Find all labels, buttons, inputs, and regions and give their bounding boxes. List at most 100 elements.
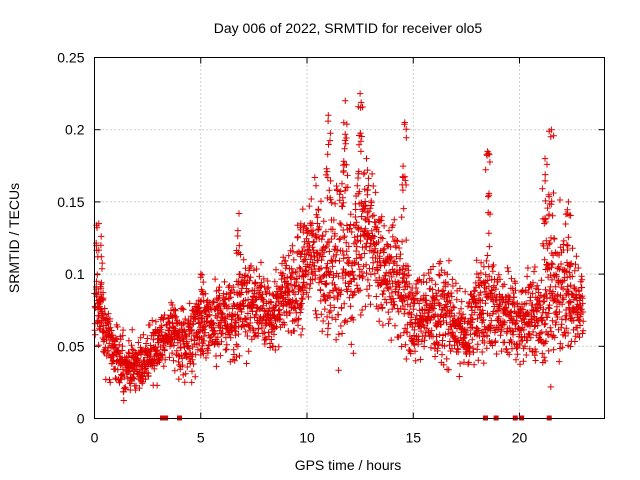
data-point (386, 283, 394, 291)
data-point (408, 311, 415, 318)
data-point (233, 353, 240, 361)
data-point (311, 174, 318, 181)
data-point (524, 337, 531, 344)
data-point (365, 292, 372, 300)
data-point (480, 333, 488, 340)
data-point (271, 325, 279, 332)
data-point (340, 251, 348, 259)
data-point (400, 174, 407, 181)
data-point (122, 385, 129, 393)
data-point (172, 307, 179, 314)
data-point (364, 209, 371, 216)
data-point (97, 323, 104, 330)
data-point (564, 274, 571, 281)
data-point (527, 334, 535, 341)
data-point (332, 316, 339, 323)
data-point (473, 270, 481, 278)
data-point (550, 189, 557, 197)
data-point (516, 341, 523, 349)
data-point (311, 253, 318, 261)
data-point (282, 257, 289, 264)
data-point (529, 328, 537, 336)
data-point (320, 218, 327, 225)
data-point (576, 322, 584, 329)
data-point (485, 190, 493, 197)
data-point (468, 319, 476, 326)
data-point (200, 278, 207, 286)
data-point (303, 281, 311, 288)
data-point (548, 201, 555, 208)
data-point (540, 306, 547, 313)
data-point (397, 250, 404, 258)
data-point (296, 264, 303, 271)
data-point (309, 259, 316, 266)
data-point (302, 256, 309, 263)
data-point (520, 358, 527, 365)
data-point (117, 336, 124, 343)
data-point (332, 243, 339, 250)
data-point (330, 216, 337, 224)
data-point (129, 374, 137, 381)
data-point (182, 370, 189, 377)
data-point (490, 282, 498, 289)
data-point (116, 341, 123, 348)
data-point (342, 131, 349, 138)
data-point (120, 385, 128, 392)
data-point (462, 288, 469, 295)
data-point (297, 301, 304, 309)
data-point (529, 290, 536, 297)
data-point (438, 266, 445, 274)
data-point (332, 285, 339, 292)
data-point (251, 290, 258, 297)
data-point (367, 271, 375, 278)
y-tick-label: 0.25 (57, 50, 84, 66)
data-point (537, 330, 544, 337)
data-point (551, 235, 558, 243)
data-point (301, 256, 308, 264)
data-point (171, 336, 178, 343)
data-point (245, 288, 252, 295)
data-point (392, 278, 399, 285)
data-point (579, 327, 587, 334)
data-point (323, 165, 330, 172)
data-point (106, 315, 114, 323)
data-point (347, 221, 354, 228)
data-point (363, 155, 370, 162)
data-point (335, 367, 342, 374)
data-point (498, 326, 505, 333)
data-point (252, 279, 259, 287)
data-point (198, 297, 205, 304)
data-point (234, 227, 242, 234)
data-point (291, 291, 299, 298)
data-point (360, 170, 367, 178)
data-point (344, 172, 351, 179)
data-point (446, 313, 454, 321)
data-point (530, 268, 538, 275)
data-point (542, 320, 549, 327)
data-point (260, 296, 267, 304)
data-point (305, 293, 312, 301)
data-point (421, 324, 428, 331)
data-point (225, 303, 233, 310)
data-point (97, 281, 105, 288)
data-point (312, 272, 319, 279)
data-point (306, 285, 313, 292)
data-point (341, 232, 348, 240)
data-point (343, 318, 351, 325)
data-point (112, 335, 119, 342)
data-point (366, 282, 373, 289)
data-point (236, 352, 243, 360)
data-point (438, 288, 446, 295)
data-point (453, 296, 460, 303)
data-point (567, 261, 574, 268)
data-point (368, 227, 375, 235)
data-point (168, 349, 176, 357)
data-point (186, 345, 193, 352)
data-point (506, 324, 513, 332)
data-point (273, 295, 280, 302)
data-point (483, 345, 490, 352)
data-point (485, 230, 493, 237)
data-point (252, 311, 260, 319)
data-point (534, 322, 541, 329)
data-point (319, 253, 327, 260)
